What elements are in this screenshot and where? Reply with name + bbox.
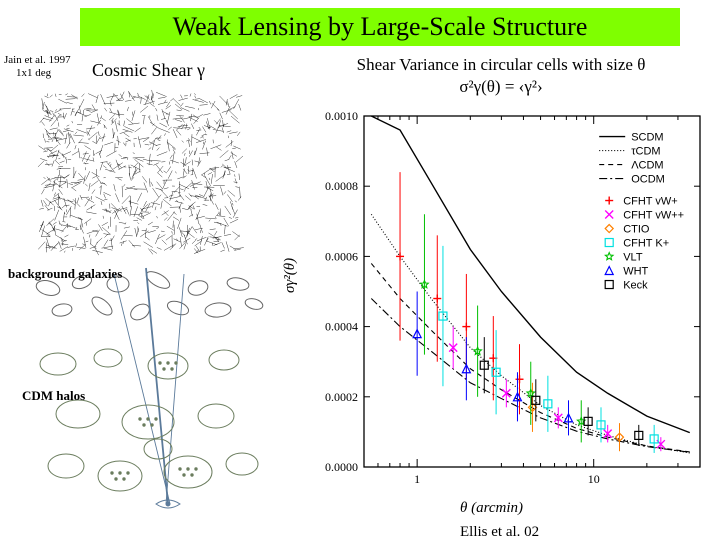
svg-text:CTIO: CTIO xyxy=(623,224,650,236)
svg-text:VLT: VLT xyxy=(623,252,643,264)
svg-text:0.0010: 0.0010 xyxy=(325,109,358,123)
svg-text:10: 10 xyxy=(588,472,600,486)
svg-text:CFHT vW++: CFHT vW++ xyxy=(623,210,684,222)
shear-map-sim xyxy=(30,88,250,258)
left-heading: Cosmic Shear γ xyxy=(92,60,205,81)
title-bar: Weak Lensing by Large-Scale Structure xyxy=(80,8,680,46)
y-axis-label: σγ²(θ) xyxy=(282,258,299,293)
x-axis-label: θ (arcmin) xyxy=(460,500,523,517)
page-title: Weak Lensing by Large-Scale Structure xyxy=(80,12,680,42)
chart-svg: 0.0000 0.0002 0.0004 0.0006 0.0008 0.0010 1 10 S… xyxy=(300,108,708,503)
right-heading: Shear Variance in circular cells with si… xyxy=(286,54,716,98)
svg-text:OCDM: OCDM xyxy=(631,174,665,186)
svg-text:CFHT vW+: CFHT vW+ xyxy=(623,196,678,208)
svg-text:0.0004: 0.0004 xyxy=(325,320,358,334)
svg-text:1: 1 xyxy=(414,472,420,486)
right-column: Shear Variance in circular cells with si… xyxy=(286,54,716,108)
lensing-diagram-svg xyxy=(18,254,278,514)
svg-text:Keck: Keck xyxy=(623,280,648,292)
svg-text:ΛCDM: ΛCDM xyxy=(631,160,663,172)
svg-text:SCDM: SCDM xyxy=(631,132,663,144)
cdm-halos-label: CDM halos xyxy=(22,388,85,404)
chart-credit: Ellis et al. 02 xyxy=(460,524,539,541)
background-galaxies-label: background galaxies xyxy=(8,266,122,282)
shear-map-svg xyxy=(30,88,250,258)
svg-text:0.0006: 0.0006 xyxy=(325,249,358,263)
right-heading-line-2: σ²γ(θ) = ‹γ²› xyxy=(286,76,716,98)
svg-text:0.0000: 0.0000 xyxy=(325,460,358,474)
shear-variance-chart: 0.0000 0.0002 0.0004 0.0006 0.0008 0.0010 1 10 S… xyxy=(300,108,708,503)
svg-text:τCDM: τCDM xyxy=(631,146,660,158)
svg-text:CFHT K+: CFHT K+ xyxy=(623,238,669,250)
right-heading-line-1: Shear Variance in circular cells with si… xyxy=(357,55,646,74)
svg-text:0.0002: 0.0002 xyxy=(325,390,358,404)
lensing-diagram xyxy=(18,254,278,514)
citation-line-2: 1x1 deg xyxy=(4,67,51,79)
svg-text:WHT: WHT xyxy=(623,266,648,278)
citation-line-1: Jain et al. 1997 xyxy=(4,54,71,66)
citation: Jain et al. 1997 1x1 deg xyxy=(4,54,71,80)
svg-text:0.0008: 0.0008 xyxy=(325,179,358,193)
